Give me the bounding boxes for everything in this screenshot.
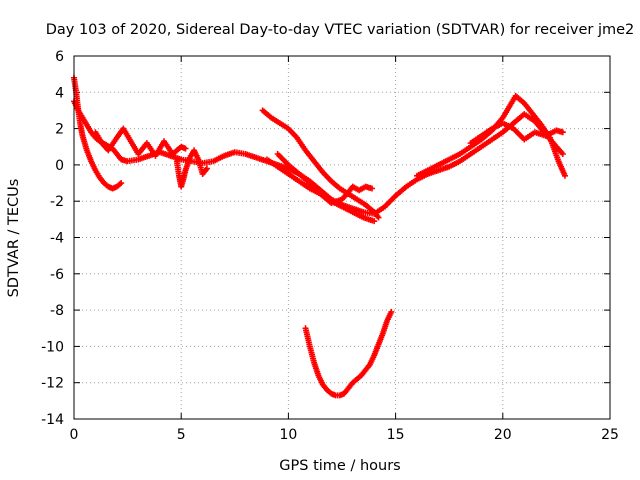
data-point [203,165,210,172]
data-point [388,308,395,315]
x-tick-label: 5 [177,427,186,443]
x-tick-label: 15 [387,427,405,443]
plot-frame [73,55,611,420]
y-tick-label: 4 [55,85,64,101]
data-point [375,214,382,221]
y-tick-label: -12 [41,376,64,392]
data-point [369,185,376,192]
series-track-c [92,125,189,159]
y-tick-label: -6 [50,267,64,283]
series-track-d [173,147,210,190]
y-tick-label: -8 [50,303,64,319]
x-tick-label: 20 [494,427,512,443]
y-tick-label: 6 [55,49,64,65]
data-point [371,218,378,225]
series-track-b [71,98,566,217]
x-tick-label: 25 [601,427,619,443]
x-tick-label: 0 [70,427,79,443]
y-tick-label: -2 [50,194,64,210]
series-track-j [302,308,395,399]
x-tick-label: 10 [279,427,297,443]
data-points [71,74,568,399]
axis-ticks: 0 5 10 15 20 25 -14 -12 -10 -8 -6 -4 -2 0 2 4 6 [41,49,619,443]
series-track-g [263,156,378,225]
x-axis-label: GPS time / hours [279,458,400,474]
data-point [118,180,125,187]
y-tick-label: -14 [41,412,64,428]
chart-title: Day 103 of 2020, Sidereal Day-to-day VTE… [46,22,635,38]
data-point [559,129,566,136]
y-tick-label: -10 [41,339,64,355]
data-point [559,151,566,158]
series-track-h [414,92,568,179]
data-point [182,145,189,152]
y-axis-label: SDTVAR / TECUs [6,179,22,298]
y-tick-label: 2 [55,122,64,138]
y-tick-label: 0 [55,158,64,174]
series-track-e [259,107,382,221]
series-track-i [467,120,566,147]
y-tick-label: -4 [50,231,64,247]
data-point [561,172,568,179]
